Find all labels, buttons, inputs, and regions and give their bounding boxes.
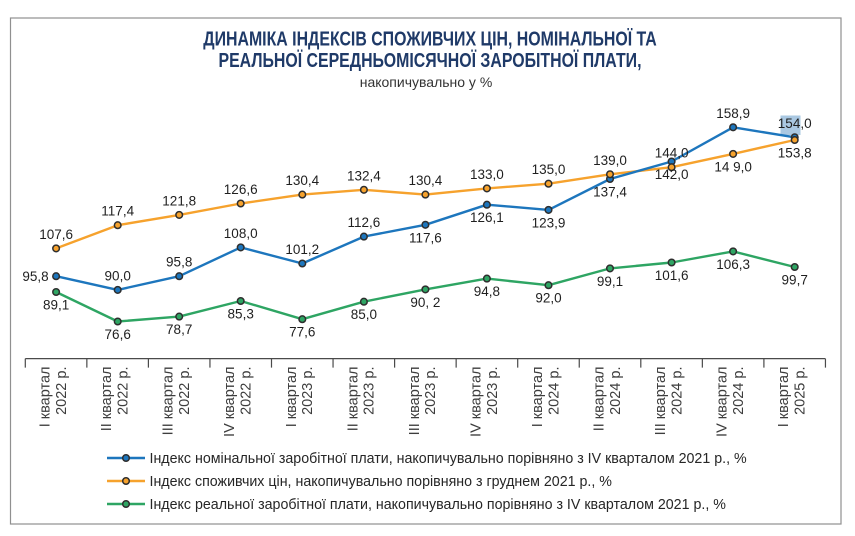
svg-text:І квартал: І квартал xyxy=(776,367,792,428)
svg-text:ДИНАМІКА ІНДЕКСІВ СПОЖИВЧИХ ЦІ: ДИНАМІКА ІНДЕКСІВ СПОЖИВЧИХ ЦІН, НОМІНАЛ… xyxy=(203,28,656,50)
svg-text:153,8: 153,8 xyxy=(778,146,812,161)
svg-text:2023 р.: 2023 р. xyxy=(485,367,501,415)
svg-text:133,0: 133,0 xyxy=(470,167,504,182)
svg-text:14 9,0: 14 9,0 xyxy=(714,159,752,174)
svg-text:Індекс реальної заробітної пла: Індекс реальної заробітної плати, накопи… xyxy=(150,496,726,512)
svg-text:85,3: 85,3 xyxy=(228,307,254,322)
svg-text:77,6: 77,6 xyxy=(289,325,315,340)
svg-text:ІІІ квартал: ІІІ квартал xyxy=(653,367,669,436)
svg-text:2022 р.: 2022 р. xyxy=(54,367,70,415)
svg-text:2024 р.: 2024 р. xyxy=(608,367,624,415)
svg-text:2024 р.: 2024 р. xyxy=(731,367,747,415)
svg-text:101,6: 101,6 xyxy=(655,268,689,283)
svg-text:117,6: 117,6 xyxy=(409,230,442,245)
svg-text:101,2: 101,2 xyxy=(285,242,319,257)
svg-text:142,0: 142,0 xyxy=(655,167,689,182)
svg-text:132,4: 132,4 xyxy=(347,168,381,183)
svg-text:І квартал: І квартал xyxy=(530,367,546,428)
svg-text:2023 р.: 2023 р. xyxy=(362,367,378,415)
svg-text:2023 р.: 2023 р. xyxy=(300,367,316,415)
svg-text:95,8: 95,8 xyxy=(22,269,48,284)
svg-text:154,0: 154,0 xyxy=(778,116,812,131)
svg-text:2022 р.: 2022 р. xyxy=(177,367,193,415)
svg-text:ІІ квартал: ІІ квартал xyxy=(345,367,361,432)
svg-text:107,6: 107,6 xyxy=(39,227,73,242)
svg-text:137,4: 137,4 xyxy=(593,185,627,200)
svg-text:90,0: 90,0 xyxy=(105,268,131,283)
svg-text:ІІІ квартал: ІІІ квартал xyxy=(407,367,423,436)
svg-text:накопичувально у %: накопичувально у % xyxy=(360,74,493,90)
svg-text:ІV квартал: ІV квартал xyxy=(222,367,238,437)
svg-text:ІІ квартал: ІІ квартал xyxy=(592,367,608,432)
svg-text:158,9: 158,9 xyxy=(716,106,750,121)
svg-text:2022 р.: 2022 р. xyxy=(116,367,132,415)
svg-text:130,4: 130,4 xyxy=(409,173,443,188)
svg-text:І квартал: І квартал xyxy=(38,367,54,428)
svg-text:ІІ квартал: ІІ квартал xyxy=(99,367,115,432)
svg-text:112,6: 112,6 xyxy=(348,215,381,230)
svg-text:РЕАЛЬНОЇ СЕРЕДНЬОМІСЯЧНОЇ ЗАРО: РЕАЛЬНОЇ СЕРЕДНЬОМІСЯЧНОЇ ЗАРОБІТНОЇ ПЛА… xyxy=(218,49,641,71)
svg-text:117,4: 117,4 xyxy=(101,204,134,219)
svg-text:Індекс номінальної заробітної: Індекс номінальної заробітної плати, нак… xyxy=(150,450,747,466)
svg-text:90, 2: 90, 2 xyxy=(410,295,440,310)
svg-text:89,1: 89,1 xyxy=(43,298,69,313)
svg-text:99,1: 99,1 xyxy=(597,274,623,289)
svg-text:2022 р.: 2022 р. xyxy=(239,367,255,415)
svg-text:123,9: 123,9 xyxy=(532,215,566,230)
svg-text:135,0: 135,0 xyxy=(532,162,566,177)
svg-text:99,7: 99,7 xyxy=(782,273,808,288)
svg-text:78,7: 78,7 xyxy=(166,322,192,337)
svg-text:126,6: 126,6 xyxy=(224,182,258,197)
svg-text:ІV квартал: ІV квартал xyxy=(468,367,484,437)
svg-text:2024 р.: 2024 р. xyxy=(546,367,562,415)
svg-text:85,0: 85,0 xyxy=(351,307,377,322)
svg-text:2024 р.: 2024 р. xyxy=(669,367,685,415)
svg-text:108,0: 108,0 xyxy=(224,226,258,241)
svg-text:2025 р.: 2025 р. xyxy=(793,367,809,415)
svg-text:92,0: 92,0 xyxy=(535,291,561,306)
svg-text:76,6: 76,6 xyxy=(105,327,131,342)
svg-text:2023 р.: 2023 р. xyxy=(423,367,439,415)
svg-text:Індекс споживчих цін, накопичу: Індекс споживчих цін, накопичувально пор… xyxy=(150,473,612,489)
svg-text:130,4: 130,4 xyxy=(285,173,319,188)
svg-text:95,8: 95,8 xyxy=(166,255,192,270)
svg-text:ІV квартал: ІV квартал xyxy=(715,367,731,437)
svg-text:139,0: 139,0 xyxy=(593,153,627,168)
svg-text:94,8: 94,8 xyxy=(474,284,500,299)
svg-text:І квартал: І квартал xyxy=(284,367,300,428)
svg-text:ІІІ квартал: ІІІ квартал xyxy=(161,367,177,436)
svg-text:121,8: 121,8 xyxy=(162,193,196,208)
svg-text:144,0: 144,0 xyxy=(655,146,689,161)
svg-text:106,3: 106,3 xyxy=(716,257,750,272)
svg-text:126,1: 126,1 xyxy=(470,210,504,225)
